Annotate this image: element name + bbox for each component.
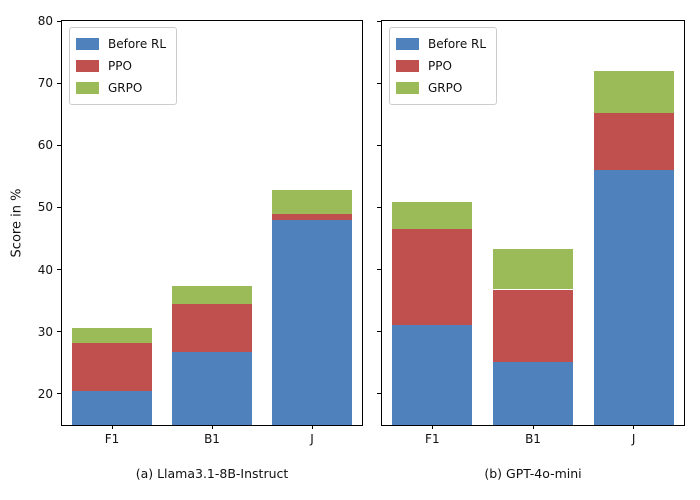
bar-segment-j-ppo: [272, 213, 352, 220]
bar-segment-f1-grpo: [72, 328, 152, 343]
y-tick-mark: [377, 82, 381, 84]
legend-entry-before-rl: Before RL: [396, 33, 486, 55]
subplot-a-axes: Before RL PPO GRPO F1 B1 J 20 30 40 50 60 70 80: [38, 14, 363, 446]
x-tick-label: J: [310, 432, 314, 446]
y-tick-mark: [57, 331, 61, 333]
x-tick-label: B1: [204, 432, 220, 446]
bar-segment-f1-grpo: [392, 201, 473, 230]
legend-entry-before-rl: Before RL: [76, 33, 166, 55]
bar-segment-f1-before-rl: [72, 391, 152, 425]
grpo-swatch-icon: [76, 82, 99, 94]
y-tick-label: 70: [37, 76, 53, 91]
x-tick-mark: [633, 425, 635, 429]
y-tick-label: 20: [37, 386, 53, 401]
y-tick-label: 80: [37, 14, 53, 28]
y-tick-mark: [57, 206, 61, 208]
legend-label: GRPO: [428, 81, 463, 95]
x-tick-mark: [311, 425, 313, 429]
y-tick-mark: [377, 331, 381, 333]
y-tick-label: 50: [37, 200, 53, 215]
x-tick-mark: [532, 425, 534, 429]
legend-label: Before RL: [428, 37, 487, 51]
legend-label: PPO: [108, 59, 132, 73]
subplot-b-caption: (b) GPT-4o-mini: [484, 466, 582, 481]
y-tick-mark: [57, 20, 61, 22]
y-tick-label: 40: [37, 262, 53, 277]
bar-segment-j-grpo: [593, 70, 674, 113]
grpo-swatch-icon: [396, 82, 419, 94]
y-tick-mark: [377, 144, 381, 146]
legend-label: PPO: [428, 59, 452, 73]
bar-segment-f1-before-rl: [392, 324, 473, 425]
y-tick-mark: [377, 269, 381, 271]
bar-segment-b1-grpo: [493, 249, 573, 290]
bar-segment-b1-before-rl: [172, 351, 252, 425]
bar-segment-j-ppo: [593, 112, 674, 171]
x-tick-mark: [211, 425, 213, 429]
x-tick-mark: [431, 425, 433, 429]
bar-segment-j-grpo: [272, 190, 352, 214]
x-tick-label: F1: [104, 432, 120, 446]
bar-segment-j-before-rl: [593, 170, 674, 425]
legend-entry-grpo: GRPO: [76, 77, 166, 99]
bar-segment-b1-ppo: [172, 304, 252, 352]
legend-entry-ppo: PPO: [76, 55, 166, 77]
subplot-b-legend: Before RL PPO GRPO: [389, 27, 498, 105]
subplot-a-caption: (a) Llama3.1-8B-Instruct: [135, 466, 289, 481]
bar-segment-b1-grpo: [172, 285, 252, 305]
bar-segment-f1-ppo: [72, 342, 152, 392]
subplot-b-axes: Before RL PPO GRPO F1 B1 J: [377, 20, 685, 446]
y-tick-mark: [57, 393, 61, 395]
before-rl-swatch-icon: [396, 38, 419, 50]
legend-label: Before RL: [108, 37, 167, 51]
bar-segment-b1-before-rl: [493, 362, 573, 425]
y-tick-mark: [377, 20, 381, 22]
y-tick-mark: [377, 393, 381, 395]
x-tick-label: F1: [425, 432, 440, 446]
ppo-swatch-icon: [396, 60, 419, 72]
y-tick-label: 30: [37, 324, 53, 339]
before-rl-swatch-icon: [76, 38, 99, 50]
y-tick-mark: [377, 206, 381, 208]
legend-label: GRPO: [108, 81, 143, 95]
legend-entry-ppo: PPO: [396, 55, 486, 77]
bar-segment-b1-ppo: [493, 289, 573, 363]
ppo-swatch-icon: [76, 60, 99, 72]
y-tick-mark: [57, 82, 61, 84]
x-tick-mark: [111, 425, 113, 429]
x-tick-label: B1: [525, 432, 541, 446]
y-tick-mark: [57, 269, 61, 271]
bar-segment-j-before-rl: [272, 219, 352, 425]
bar-segment-f1-ppo: [392, 229, 473, 325]
legend-entry-grpo: GRPO: [396, 77, 486, 99]
x-tick-label: J: [631, 432, 636, 446]
subplot-a-legend: Before RL PPO GRPO: [69, 27, 178, 105]
y-tick-mark: [57, 144, 61, 146]
y-tick-label: 60: [37, 138, 53, 153]
